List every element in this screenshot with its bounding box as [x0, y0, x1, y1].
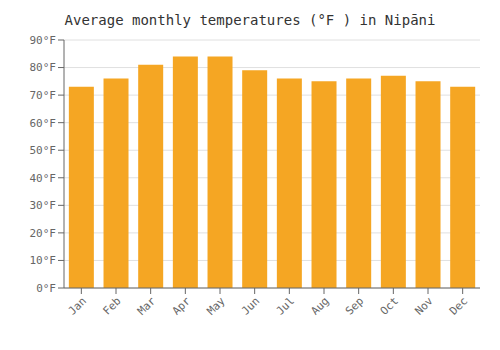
svg-text:Nov: Nov — [412, 294, 436, 318]
svg-text:May: May — [204, 294, 228, 318]
svg-text:20°F: 20°F — [30, 227, 57, 240]
svg-text:Apr: Apr — [170, 294, 194, 318]
svg-text:70°F: 70°F — [30, 89, 57, 102]
svg-text:Mar: Mar — [135, 294, 159, 318]
svg-text:Oct: Oct — [378, 294, 401, 317]
svg-text:Jun: Jun — [239, 294, 262, 317]
svg-text:Jan: Jan — [66, 294, 89, 317]
svg-text:0°F: 0°F — [36, 282, 56, 295]
html-text:Average monthly temperatures (: Average monthly temperatures (°F ) in Ni… — [64, 12, 436, 28]
svg-text:Feb: Feb — [100, 294, 123, 317]
svg-text:Jul: Jul — [274, 294, 297, 317]
svg-text:Dec: Dec — [447, 294, 470, 317]
svg-text:50°F: 50°F — [30, 144, 57, 157]
svg-text:90°F: 90°F — [30, 34, 57, 47]
svg-text:10°F: 10°F — [30, 254, 57, 267]
svg-text:60°F: 60°F — [30, 117, 57, 130]
svg-text:30°F: 30°F — [30, 199, 57, 212]
svg-text:80°F: 80°F — [30, 61, 57, 74]
svg-text:Aug: Aug — [308, 294, 331, 317]
svg-text:40°F: 40°F — [30, 172, 57, 185]
svg-text:Sep: Sep — [343, 294, 366, 317]
